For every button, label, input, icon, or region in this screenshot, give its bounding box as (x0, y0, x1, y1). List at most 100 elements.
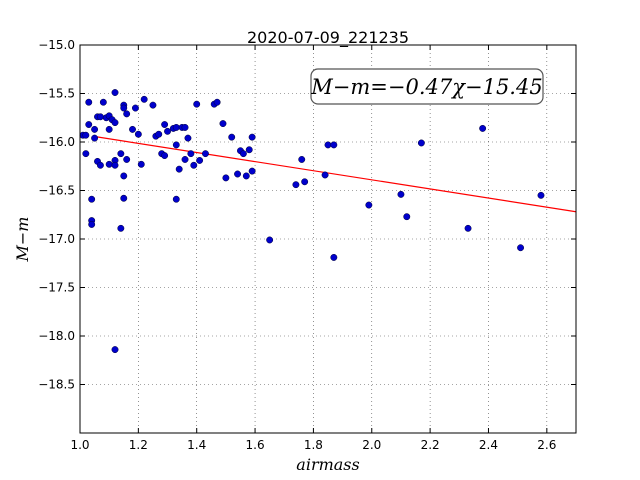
data-point (537, 191, 545, 199)
data-point (517, 244, 525, 252)
fit-equation-frame (310, 68, 544, 105)
data-point (172, 141, 180, 149)
fit-equation-box: M−m=−0.47χ−15.45 (310, 68, 544, 105)
y-tick-label: −17.5 (38, 281, 75, 295)
data-point (403, 213, 411, 221)
fit-equation: M−m=−0.47χ−15.45 (310, 75, 542, 99)
data-point (219, 120, 227, 128)
data-point (222, 174, 230, 182)
axis-ticks (79, 44, 576, 433)
y-tick-label: −16.0 (38, 135, 75, 149)
data-point (123, 110, 131, 118)
data-point (196, 156, 204, 164)
data-point (266, 236, 274, 244)
data-point (82, 131, 90, 139)
data-point (111, 161, 119, 169)
y-axis-label: M−m (13, 217, 32, 263)
fit-line (94, 135, 577, 213)
data-point (187, 150, 195, 158)
data-point (88, 195, 96, 203)
data-point (105, 125, 113, 133)
data-point (85, 121, 93, 128)
data-point (242, 172, 250, 180)
data-point (155, 130, 163, 138)
data-point (111, 119, 119, 127)
x-tick-label: 1.2 (129, 438, 148, 452)
x-tick-label: 2.2 (421, 438, 440, 452)
data-point (111, 346, 119, 354)
y-tick-label: −18.5 (38, 378, 75, 392)
fit-line-layer (94, 135, 577, 213)
data-point (137, 160, 145, 168)
chart-title: 2020-07-09_221235 (247, 28, 409, 48)
data-point (417, 139, 425, 147)
data-point (181, 124, 189, 131)
data-point (120, 104, 128, 112)
data-point (397, 190, 405, 198)
data-point (234, 170, 242, 178)
data-point (105, 160, 113, 168)
data-point (88, 221, 96, 228)
data-point (321, 171, 329, 179)
data-point (175, 165, 183, 173)
data-point (96, 161, 104, 169)
data-point (91, 134, 99, 142)
data-point (184, 134, 192, 142)
data-point (96, 113, 104, 121)
data-point (120, 172, 128, 180)
y-tick-label: −15.0 (38, 38, 75, 52)
x-tick-labels: 1.0 1.2 1.4 1.6 1.8 2.0 2.2 2.4 2.6 (70, 438, 556, 452)
data-point (111, 89, 119, 96)
y-tick-label: −17.0 (38, 232, 75, 246)
data-point (123, 156, 131, 163)
data-point (99, 98, 107, 106)
data-point (131, 104, 139, 112)
data-point (140, 95, 148, 103)
data-point (202, 150, 209, 158)
data-point (365, 201, 373, 209)
y-tick-labels: −15.0 −15.5 −16.0 −16.5 −17.0 −17.5 −18.0 −18.5 (38, 38, 75, 392)
data-point (248, 133, 256, 141)
data-point (134, 130, 142, 138)
x-tick-label: 1.6 (246, 438, 265, 452)
data-point (301, 178, 309, 186)
data-point (228, 133, 236, 141)
data-point (91, 125, 99, 133)
data-point (239, 150, 247, 158)
data-point (181, 156, 189, 163)
y-tick-label: −15.5 (38, 87, 75, 101)
data-point (248, 167, 256, 175)
x-tick-label: 1.8 (304, 438, 323, 452)
data-point (213, 98, 221, 106)
y-tick-label: −18.0 (38, 329, 75, 343)
data-point (298, 156, 306, 163)
x-tick-label: 2.4 (479, 438, 498, 452)
data-point (117, 150, 125, 158)
data-point (330, 253, 338, 261)
data-point (149, 101, 157, 109)
data-point (324, 141, 332, 149)
x-tick-label: 1.0 (70, 438, 89, 452)
data-point (164, 127, 171, 135)
data-point (120, 194, 128, 202)
data-points (79, 89, 545, 354)
data-point (479, 124, 487, 132)
data-point (85, 98, 93, 106)
data-point (82, 150, 90, 158)
data-point (161, 152, 169, 160)
data-point (129, 125, 136, 133)
data-point (172, 195, 180, 203)
x-tick-label: 2.6 (537, 438, 556, 452)
data-point (117, 224, 125, 232)
x-tick-label: 1.4 (187, 438, 206, 452)
data-point (245, 146, 253, 154)
data-point (172, 124, 180, 131)
data-point (330, 141, 338, 149)
y-tick-label: −16.5 (38, 184, 75, 198)
data-point (292, 181, 300, 189)
data-point (190, 161, 198, 169)
data-point (161, 121, 169, 128)
x-tick-label: 2.0 (362, 438, 381, 452)
x-axis-label: airmass (296, 455, 359, 474)
